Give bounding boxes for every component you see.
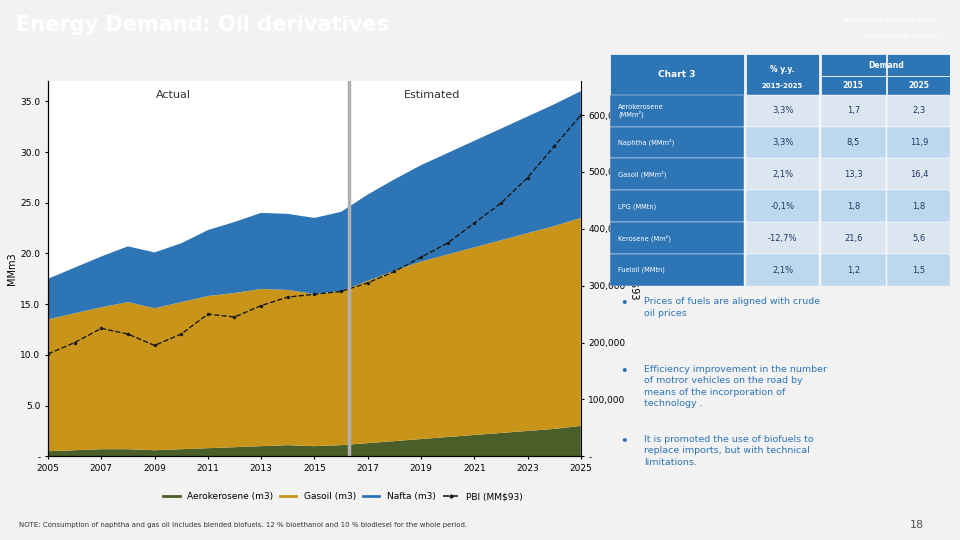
Bar xyxy=(746,191,819,222)
Text: Gasoil (MMm²): Gasoil (MMm²) xyxy=(618,171,666,178)
Text: 8,5: 8,5 xyxy=(847,138,860,147)
Text: 1,2: 1,2 xyxy=(847,266,860,275)
Text: •: • xyxy=(620,365,628,378)
Bar xyxy=(887,54,950,94)
Text: 2,1%: 2,1% xyxy=(772,266,793,275)
Bar xyxy=(887,222,950,254)
Text: 5,6: 5,6 xyxy=(912,234,925,243)
Text: 2025: 2025 xyxy=(908,81,929,90)
Bar xyxy=(746,94,819,126)
Bar xyxy=(746,126,819,159)
Text: Estimated: Estimated xyxy=(403,90,460,100)
Text: Aerokerosene
(MMm²): Aerokerosene (MMm²) xyxy=(618,104,664,118)
Text: •: • xyxy=(620,435,628,448)
Y-axis label: Millones $93: Millones $93 xyxy=(630,238,639,299)
Bar xyxy=(610,94,744,126)
Bar xyxy=(821,159,886,191)
Bar xyxy=(821,94,886,126)
Text: Chart 3: Chart 3 xyxy=(659,70,696,79)
Y-axis label: MMm3: MMm3 xyxy=(8,252,17,285)
Bar xyxy=(746,159,819,191)
Text: Ministerio de Energía y Minería: Ministerio de Energía y Minería xyxy=(843,17,941,23)
Bar xyxy=(610,222,744,254)
Text: •: • xyxy=(620,297,628,310)
Bar xyxy=(746,254,819,286)
Bar xyxy=(610,126,744,159)
Text: 18: 18 xyxy=(910,520,924,530)
Text: 1,8: 1,8 xyxy=(912,202,925,211)
Text: NOTE: Consumption of naphtha and gas oil includes blended biofuels. 12 % bioetha: NOTE: Consumption of naphtha and gas oil… xyxy=(19,522,468,528)
Bar xyxy=(610,54,744,94)
Bar xyxy=(746,54,819,94)
Text: % y.y.: % y.y. xyxy=(770,65,795,74)
Text: Efficiency improvement in the number
of motror vehicles on the road by
means of : Efficiency improvement in the number of … xyxy=(644,365,827,408)
Bar xyxy=(887,254,950,286)
Text: 3,3%: 3,3% xyxy=(772,138,793,147)
Text: Energy Demand: Oil derivatives: Energy Demand: Oil derivatives xyxy=(16,15,390,35)
Bar xyxy=(887,159,950,191)
Bar xyxy=(821,254,886,286)
Legend: Aerokerosene (m3), Gasoil (m3), Nafta (m3), PBI (MM$93): Aerokerosene (m3), Gasoil (m3), Nafta (m… xyxy=(159,489,527,505)
Text: 21,6: 21,6 xyxy=(844,234,862,243)
Bar xyxy=(610,254,744,286)
Bar xyxy=(610,191,744,222)
Text: 1,8: 1,8 xyxy=(847,202,860,211)
Bar xyxy=(821,54,886,94)
Text: 2,3: 2,3 xyxy=(912,106,925,115)
Text: 16,4: 16,4 xyxy=(910,170,928,179)
Text: Naphtha (MMm²): Naphtha (MMm²) xyxy=(618,139,675,146)
Bar xyxy=(610,159,744,191)
Text: Actual: Actual xyxy=(156,90,191,100)
Text: Demand: Demand xyxy=(868,61,903,70)
Text: 11,9: 11,9 xyxy=(910,138,928,147)
Text: -0,1%: -0,1% xyxy=(771,202,795,211)
Text: 13,3: 13,3 xyxy=(844,170,863,179)
Bar xyxy=(887,94,950,126)
Bar xyxy=(821,126,886,159)
Bar xyxy=(887,126,950,159)
Bar xyxy=(887,191,950,222)
Bar xyxy=(821,222,886,254)
Text: 1,5: 1,5 xyxy=(912,266,925,275)
Text: 2015: 2015 xyxy=(843,81,864,90)
Bar xyxy=(821,191,886,222)
Text: 2015-2025: 2015-2025 xyxy=(762,83,804,89)
Text: It is promoted the use of biofuels to
replace imports, but with technical
limita: It is promoted the use of biofuels to re… xyxy=(644,435,813,467)
Text: Presidencia de la Nación: Presidencia de la Nación xyxy=(864,32,941,38)
Text: Kerosene (Mm²): Kerosene (Mm²) xyxy=(618,234,671,242)
Text: Prices of fuels are aligned with crude
oil prices: Prices of fuels are aligned with crude o… xyxy=(644,297,820,318)
Text: 1,7: 1,7 xyxy=(847,106,860,115)
Text: 3,3%: 3,3% xyxy=(772,106,793,115)
Text: -12,7%: -12,7% xyxy=(768,234,798,243)
Text: Fueloil (MMtn): Fueloil (MMtn) xyxy=(618,267,665,273)
Text: 2,1%: 2,1% xyxy=(772,170,793,179)
Bar xyxy=(746,222,819,254)
Text: LPG (MMtn): LPG (MMtn) xyxy=(618,203,657,210)
